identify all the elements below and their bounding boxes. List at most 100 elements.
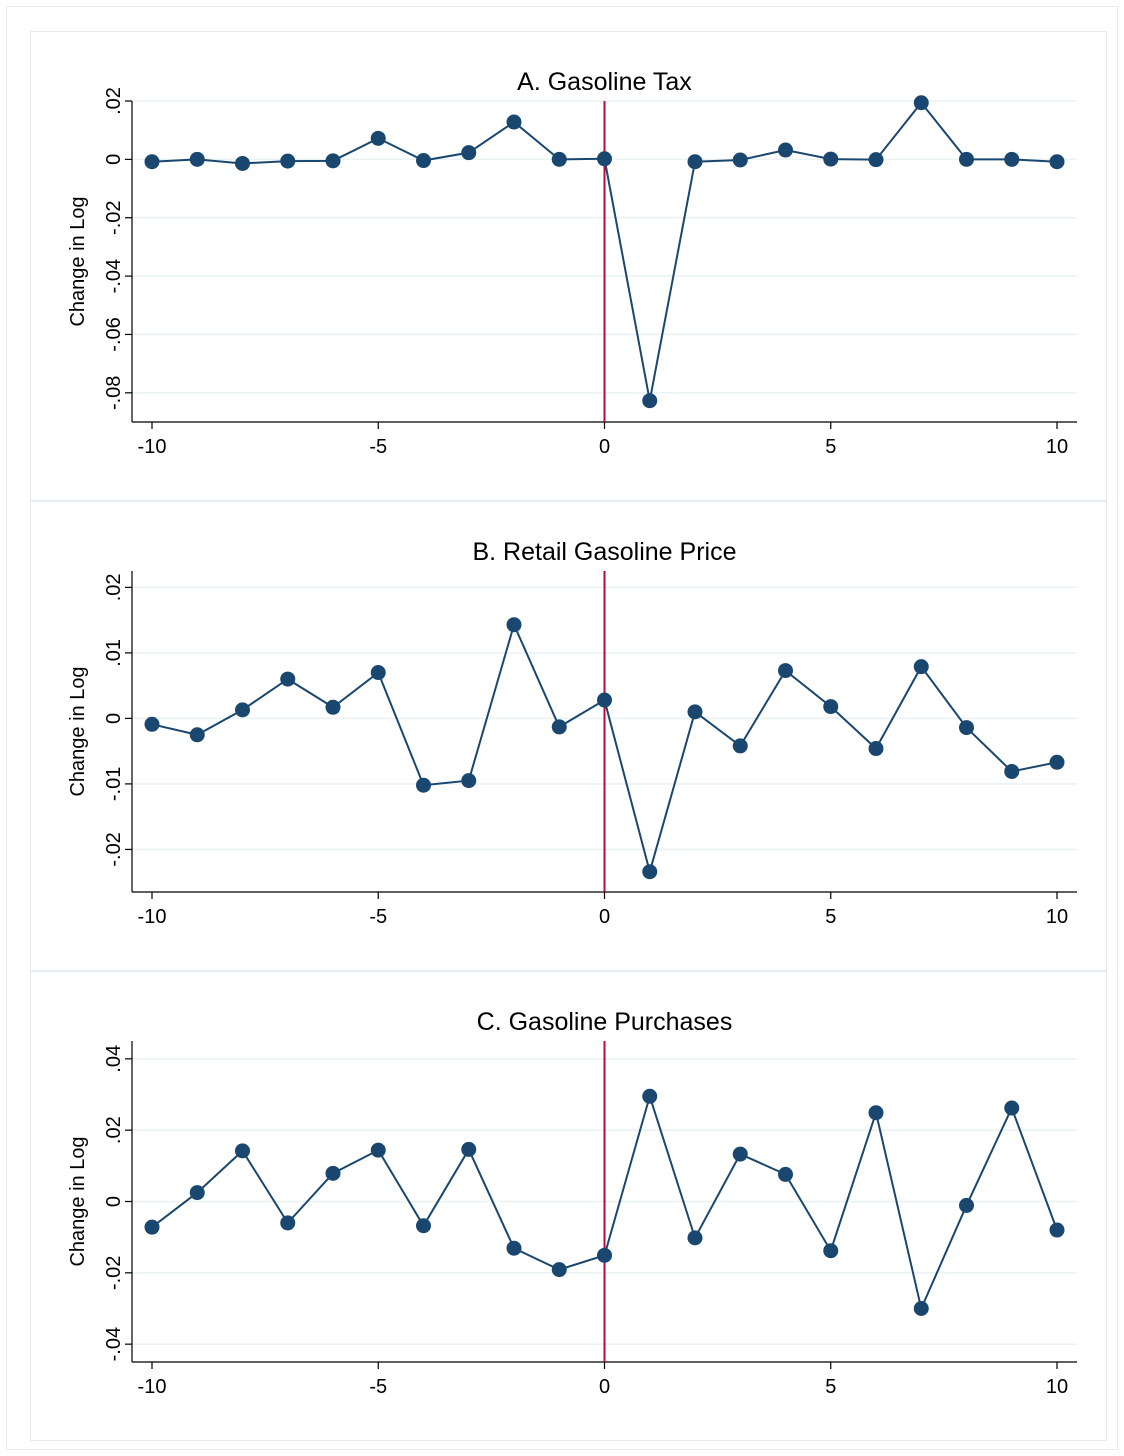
- x-tick-label: 10: [1046, 906, 1068, 928]
- data-point: [1049, 154, 1065, 170]
- data-point: [235, 155, 250, 171]
- chart-retail-gasoline-price: B. Retail Gasoline Price -.02 -.01 0 .01 .02 -…: [67, 538, 1077, 928]
- data-point: [959, 1197, 974, 1213]
- data-point: [868, 152, 884, 168]
- data-point: [189, 727, 205, 743]
- data-point: [687, 1230, 703, 1246]
- y-tick-label: 0: [103, 713, 125, 724]
- panel-gasoline-tax: A. Gasoline Tax -.08 -.06 -.04 -.02 0 .02 -10 -5…: [30, 31, 1107, 501]
- x-tick-label: 10: [1046, 1376, 1068, 1398]
- data-point: [913, 1301, 929, 1316]
- data-point: [1004, 151, 1020, 167]
- y-tick-label: -.02: [103, 200, 125, 234]
- y-axis-label: Change in Log: [67, 196, 89, 326]
- data-point: [189, 1185, 205, 1201]
- data-point: [642, 1088, 658, 1104]
- y-tick-label: .02: [103, 87, 125, 115]
- data-point: [416, 1218, 431, 1234]
- chart-gasoline-purchases: C. Gasoline Purchases -.04 -.02 0 .02 .04 -10 -…: [67, 1008, 1077, 1398]
- data-point: [687, 154, 703, 170]
- data-point: [1004, 763, 1020, 779]
- data-point: [913, 659, 929, 675]
- x-tick-label: -5: [369, 906, 387, 928]
- x-tick-label: 0: [599, 436, 610, 458]
- x-tick-label: 0: [599, 1376, 610, 1398]
- x-tick-label: 10: [1046, 436, 1068, 458]
- data-point: [144, 154, 160, 170]
- x-tick-label: -5: [369, 1376, 387, 1398]
- data-point: [732, 152, 748, 168]
- y-tick-label: -.08: [103, 376, 125, 410]
- data-point: [506, 1240, 522, 1256]
- y-tick-label: .01: [103, 639, 125, 667]
- x-tick-label: -10: [138, 906, 167, 928]
- data-point: [416, 153, 431, 169]
- outer-frame: [6, 6, 1118, 1450]
- y-tick-label: .02: [103, 573, 125, 601]
- data-point: [597, 1247, 612, 1263]
- data-point: [778, 1166, 793, 1182]
- y-tick-label: -.02: [103, 1256, 125, 1290]
- data-point: [325, 153, 341, 169]
- y-tick-label: 0: [103, 1196, 125, 1207]
- data-point: [280, 153, 296, 169]
- data-point: [732, 738, 748, 754]
- data-point: [551, 719, 567, 735]
- data-point: [144, 716, 160, 732]
- data-point: [235, 1143, 250, 1159]
- chart-title: A. Gasoline Tax: [517, 68, 692, 96]
- data-point: [823, 151, 839, 167]
- data-point: [461, 1141, 477, 1157]
- data-point: [597, 151, 612, 167]
- y-tick-label: -.06: [103, 317, 125, 351]
- data-point: [280, 1215, 296, 1231]
- data-point: [506, 617, 522, 633]
- y-axis-label: Change in Log: [67, 1136, 89, 1266]
- data-point: [778, 663, 793, 679]
- data-point: [597, 692, 612, 708]
- data-point: [461, 773, 477, 789]
- data-point: [868, 1105, 884, 1121]
- data-point: [325, 699, 341, 715]
- data-point: [868, 741, 884, 757]
- panel-retail-gasoline-price: B. Retail Gasoline Price -.02 -.01 0 .01 .02 -…: [30, 501, 1107, 971]
- data-point: [823, 1243, 839, 1259]
- y-axis-label: Change in Log: [67, 666, 89, 796]
- data-point: [1004, 1100, 1020, 1116]
- x-tick-label: 0: [599, 906, 610, 928]
- data-point: [823, 699, 839, 715]
- data-point: [551, 1262, 567, 1278]
- data-point: [913, 95, 929, 111]
- data-point: [235, 702, 250, 718]
- panel-gasoline-purchases: C. Gasoline Purchases -.04 -.02 0 .02 .04 -10 -…: [30, 971, 1107, 1441]
- x-tick-label: -10: [138, 436, 167, 458]
- data-point: [642, 864, 658, 880]
- data-point: [416, 777, 431, 793]
- data-point: [461, 145, 477, 161]
- y-tick-label: 0: [103, 154, 125, 165]
- data-point: [280, 671, 296, 687]
- data-point: [325, 1165, 341, 1181]
- data-point: [687, 704, 703, 720]
- data-point: [1049, 1222, 1065, 1238]
- y-tick-label: .02: [103, 1116, 125, 1144]
- y-tick-label: -.02: [103, 832, 125, 866]
- y-tick-label: -.04: [103, 1327, 125, 1361]
- data-point: [370, 1142, 386, 1158]
- chart-title: C. Gasoline Purchases: [477, 1008, 733, 1036]
- data-point: [959, 720, 974, 736]
- data-point: [778, 142, 793, 158]
- x-tick-label: -5: [369, 436, 387, 458]
- data-point: [1049, 754, 1065, 770]
- data-point: [551, 151, 567, 167]
- data-point: [642, 393, 658, 409]
- chart-gasoline-tax: A. Gasoline Tax -.08 -.06 -.04 -.02 0 .02 -10 -5…: [67, 68, 1077, 458]
- y-tick-label: -.01: [103, 767, 125, 801]
- y-tick-label: .04: [103, 1045, 125, 1073]
- data-point: [506, 114, 522, 130]
- x-tick-label: 5: [825, 906, 836, 928]
- data-point: [144, 1219, 160, 1235]
- chart-title: B. Retail Gasoline Price: [472, 538, 736, 566]
- data-point: [370, 130, 386, 146]
